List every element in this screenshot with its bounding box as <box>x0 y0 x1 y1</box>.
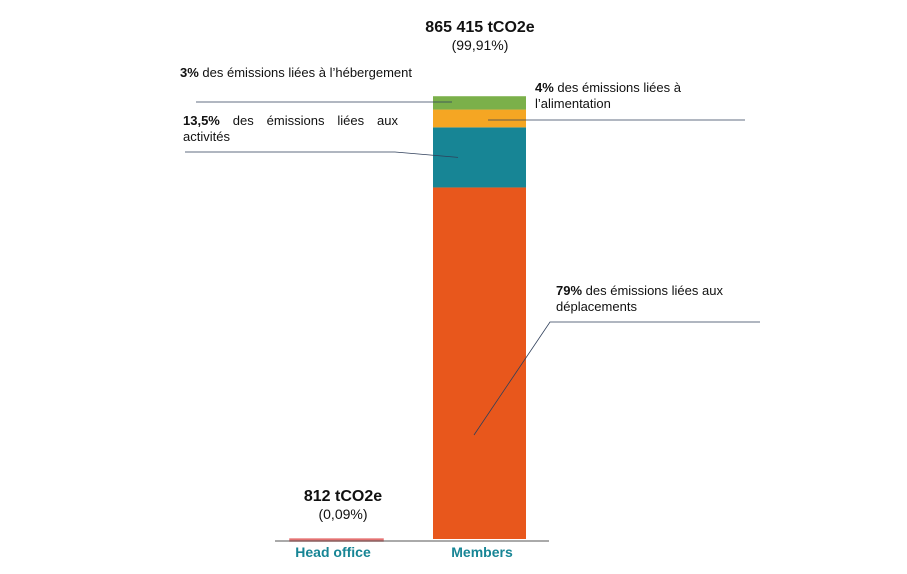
bar-segment <box>433 127 526 188</box>
annotation-share: 4% <box>535 80 554 95</box>
annotation: 4% des émissions liées à l’alimentation <box>535 80 690 112</box>
x-tick-label: Members <box>451 544 513 560</box>
total-label: 812 tCO2e (0,09%) <box>263 488 423 522</box>
bar-segment <box>433 96 526 110</box>
annotation-text: des émissions liées aux déplacements <box>556 283 723 314</box>
total-value: 865 415 tCO2e <box>425 19 535 36</box>
annotation: 79% des émissions liées aux déplacements <box>556 283 748 315</box>
leader-line <box>185 151 459 158</box>
x-tick-label: Head office <box>295 544 371 560</box>
annotation-text: des émissions liées à l’hébergement <box>202 65 412 80</box>
annotation: 13,5% des émissions liées aux activités <box>183 113 398 145</box>
annotation-share: 3% <box>180 65 199 80</box>
annotation-text: des émissions liées aux activités <box>183 113 398 144</box>
annotation-share: 79% <box>556 283 583 298</box>
annotation: 3% des émissions liées à l’hébergement <box>180 65 416 81</box>
total-share: (0,09%) <box>318 506 368 522</box>
leader-line <box>473 321 760 436</box>
annotation-share: 13,5% <box>183 113 220 128</box>
annotation-text: des émissions liées à l’alimentation <box>535 80 681 111</box>
total-share: (99,91%) <box>451 37 509 53</box>
bar-segment <box>433 109 526 128</box>
bar-segment <box>433 187 526 539</box>
total-value: 812 tCO2e <box>303 488 383 505</box>
total-label: 865 415 tCO2e (99,91%) <box>380 19 580 53</box>
